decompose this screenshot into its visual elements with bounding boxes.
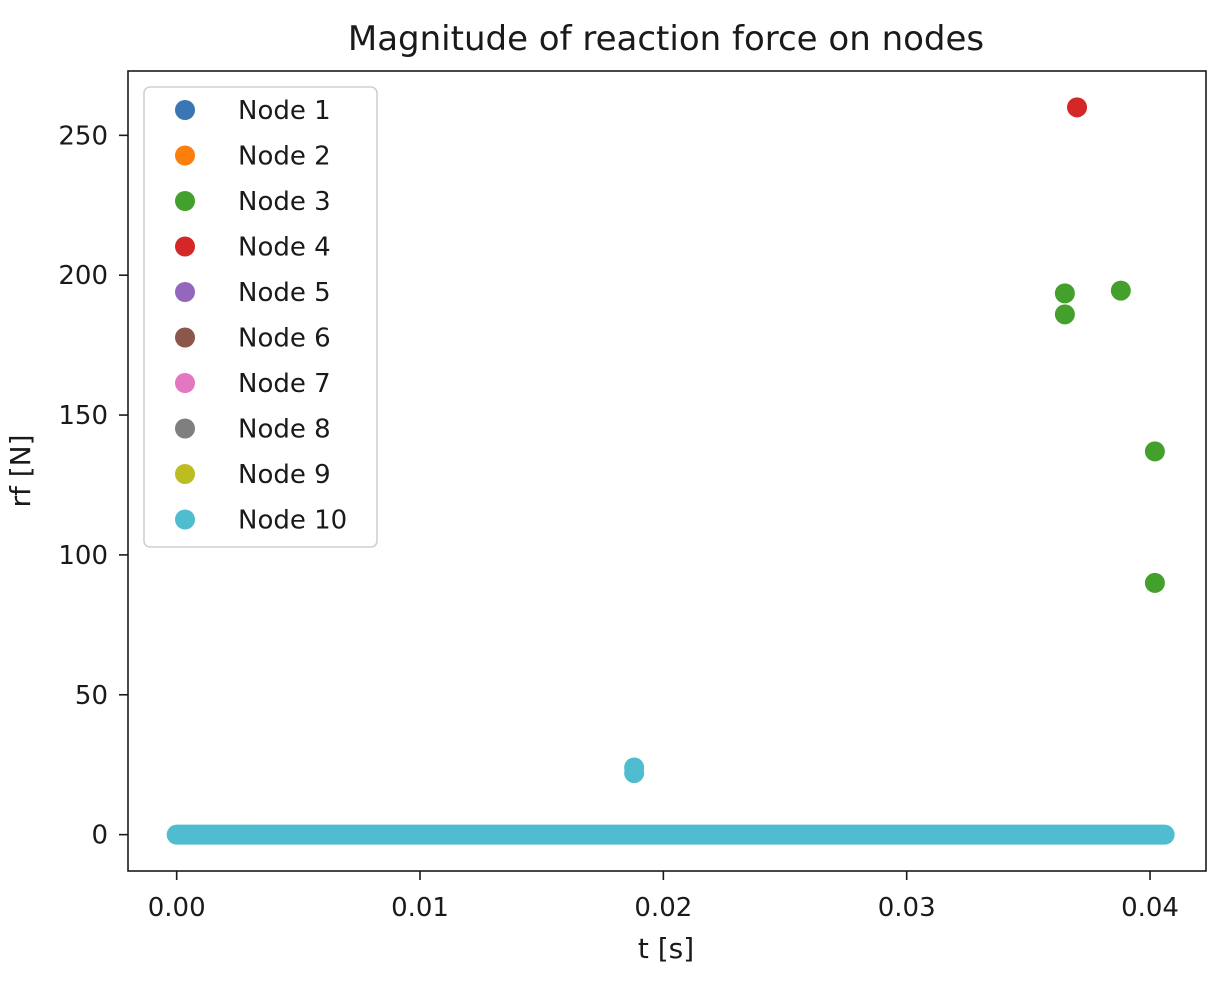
chart-title: Magnitude of reaction force on nodes — [348, 19, 984, 59]
legend-entry: Node 9 — [175, 460, 331, 490]
legend-entry: Node 4 — [175, 233, 331, 263]
y-axis-label: rf [N] — [4, 434, 37, 507]
legend-marker — [175, 327, 195, 348]
scatter-point — [1110, 280, 1131, 301]
x-tick-label: 0.03 — [878, 893, 936, 923]
legend-marker — [175, 418, 195, 439]
scatter-point — [624, 763, 645, 784]
x-axis: 0.00 0.01 0.02 0.03 0.04 — [148, 871, 1179, 923]
plot-frame — [127, 70, 1207, 872]
y-tick-label: 200 — [58, 261, 108, 291]
scatter-point — [1067, 97, 1088, 118]
y-tick-label: 250 — [58, 121, 108, 151]
legend-entry: Node 5 — [175, 278, 331, 308]
legend-entry: Node 8 — [175, 415, 331, 445]
legend-label: Node 4 — [238, 233, 331, 263]
legend-label: Node 3 — [238, 187, 331, 217]
legend: Node 1 Node 2 Node 3 Node 4 Node 5 Node 6 Node… — [143, 86, 378, 548]
legend-label: Node 1 — [238, 96, 331, 126]
legend-entries: Node 1 Node 2 Node 3 Node 4 Node 5 Node 6 Node… — [175, 96, 347, 536]
legend-entry: Node 6 — [175, 324, 331, 354]
scatter-point — [1144, 572, 1165, 593]
legend-box — [143, 86, 378, 548]
legend-label: Node 5 — [238, 278, 331, 308]
y-tick-label: 150 — [58, 401, 108, 431]
legend-marker — [175, 145, 195, 166]
legend-label: Node 2 — [238, 142, 331, 172]
legend-entry: Node 7 — [175, 369, 331, 399]
x-axis-label: t [s] — [638, 932, 694, 965]
y-tick-label: 100 — [58, 541, 108, 571]
x-tick-label: 0.04 — [1121, 893, 1179, 923]
x-tick-label: 0.02 — [634, 893, 692, 923]
legend-label: Node 8 — [238, 415, 331, 445]
legend-marker — [175, 282, 195, 302]
x-tick-label: 0.01 — [391, 893, 449, 923]
scatter-point — [1054, 283, 1075, 304]
scatter-point — [1144, 441, 1165, 462]
legend-marker — [175, 191, 195, 211]
legend-label: Node 7 — [238, 369, 331, 399]
legend-entry: Node 3 — [175, 187, 331, 217]
legend-marker — [175, 464, 195, 484]
legend-label: Node 10 — [238, 506, 347, 536]
y-tick-label: 0 — [91, 821, 108, 851]
y-tick-label: 50 — [75, 681, 108, 711]
data-layer — [166, 97, 1175, 845]
legend-marker — [175, 373, 195, 393]
legend-entry: Node 2 — [175, 142, 331, 172]
legend-entry: Node 10 — [175, 506, 347, 536]
legend-marker — [175, 509, 195, 530]
legend-marker — [175, 236, 195, 257]
x-tick-label: 0.00 — [148, 893, 206, 923]
legend-marker — [175, 100, 195, 120]
legend-label: Node 6 — [238, 324, 331, 354]
scatter-point — [1054, 304, 1075, 325]
legend-label: Node 9 — [238, 460, 331, 490]
y-axis: 0 50 100 150 200 250 — [58, 121, 128, 851]
legend-entry: Node 1 — [175, 96, 331, 126]
